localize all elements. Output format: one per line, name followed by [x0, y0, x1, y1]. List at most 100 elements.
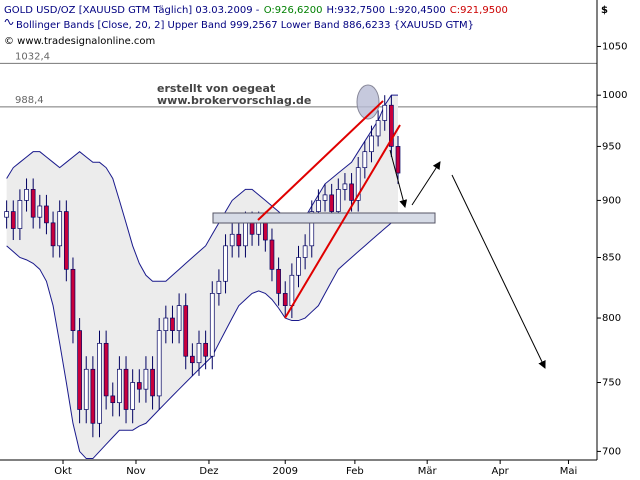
header-part: GOLD USD/OZ [XAUUSD GTM Täglich] 03.03.2…	[4, 5, 260, 16]
candle-body	[196, 342, 202, 364]
x-tick-label: Dez	[199, 466, 218, 477]
candle-body	[170, 317, 175, 331]
candle-body	[156, 330, 162, 397]
candle-body	[190, 355, 195, 364]
support-box	[212, 212, 436, 224]
indicator-label: Bollinger Bands [Close, 20, 2] Upper Ban…	[16, 20, 474, 31]
x-tick-label: Okt	[54, 466, 72, 477]
candle-body	[382, 104, 388, 121]
x-tick-label: 2009	[273, 466, 298, 477]
main-layer	[4, 94, 401, 460]
candle-body	[289, 274, 295, 306]
candle-body	[163, 317, 169, 331]
y-tick-label: 1000	[602, 90, 627, 101]
candle-body	[4, 211, 9, 218]
candle-body	[90, 368, 96, 424]
trend-line	[257, 100, 384, 221]
copyright: © www.tradesignalonline.com	[4, 36, 155, 47]
x-tick-label: Apr	[491, 466, 509, 477]
y-tick-label: 700	[602, 446, 621, 457]
candle-body	[44, 205, 49, 224]
candle-body	[70, 268, 76, 331]
candle-body	[282, 293, 288, 306]
candle-body	[176, 305, 182, 331]
candle-body	[362, 151, 368, 169]
candle-body	[17, 200, 23, 229]
candle-body	[349, 183, 354, 201]
candle-body	[57, 211, 63, 247]
candle-body	[150, 368, 155, 397]
candle-body	[355, 167, 361, 201]
candle-body	[110, 395, 116, 404]
candle-body	[229, 233, 235, 247]
candle-body	[342, 183, 348, 190]
candle-body	[369, 135, 374, 153]
level-label: 1032,4	[15, 51, 50, 62]
arrow	[389, 149, 408, 208]
annotation: erstellt von oegeat	[157, 82, 275, 95]
candle-body	[24, 189, 29, 201]
candle-body	[30, 189, 36, 218]
candle-body	[395, 146, 401, 174]
candle-body	[256, 222, 262, 235]
header-part: C:921,9500	[450, 5, 508, 16]
candle-body	[203, 342, 208, 357]
currency: $	[601, 5, 608, 16]
candle-body	[216, 280, 222, 294]
candle-body	[236, 233, 242, 247]
candle-body	[97, 342, 102, 424]
candle-body	[209, 293, 215, 357]
header: GOLD USD/OZ [XAUUSD GTM Täglich] 03.03.2…	[4, 5, 508, 16]
candle-body	[130, 382, 136, 410]
x-tick-label: Mai	[560, 466, 578, 477]
candle-body	[10, 211, 16, 229]
candle-body	[143, 368, 149, 390]
candle-body	[117, 368, 122, 404]
x-tick-label: Mär	[418, 466, 438, 477]
candle-body	[136, 382, 142, 390]
y-tick-label: 950	[602, 141, 621, 152]
indicator-icon	[4, 19, 14, 25]
candle-body	[249, 222, 255, 235]
y-tick-label: 1050	[602, 41, 627, 52]
trend-line	[284, 124, 401, 319]
candle-body	[309, 211, 315, 247]
header-part: O:926,6200	[264, 5, 323, 16]
candle-body	[183, 305, 189, 357]
arrow	[451, 174, 546, 369]
y-tick-label: 900	[602, 195, 621, 206]
candle-body	[375, 120, 381, 137]
y-tick-label: 850	[602, 252, 621, 263]
y-tick-label: 750	[602, 377, 621, 388]
level-label: 988,4	[15, 95, 44, 106]
candle-body	[50, 222, 56, 247]
candle-body	[77, 330, 82, 410]
candle-body	[262, 222, 268, 241]
bollinger-line	[6, 94, 398, 282]
candle-body	[296, 257, 301, 276]
candle-body	[243, 222, 248, 247]
x-tick-label: Feb	[346, 466, 364, 477]
candle-body	[223, 245, 228, 282]
header-part: L:920,4500	[389, 5, 446, 16]
candle-body	[335, 189, 341, 212]
annotation: www.brokervorschlag.de	[157, 94, 311, 107]
candle-body	[37, 205, 43, 218]
candle-body	[63, 211, 69, 270]
candle-body	[103, 342, 109, 397]
header-part: H:932,7500	[326, 5, 385, 16]
arrow	[411, 161, 441, 206]
candle-body	[329, 194, 335, 212]
candle-body	[302, 245, 308, 258]
candle-body	[322, 194, 328, 201]
candle-body	[269, 239, 275, 270]
candle-body	[276, 268, 281, 294]
candle-body	[83, 368, 89, 410]
candle-body	[389, 104, 394, 147]
x-tick-label: Nov	[126, 466, 146, 477]
candle-body	[316, 200, 321, 212]
bollinger-line	[6, 216, 399, 460]
candle-body	[123, 368, 129, 410]
